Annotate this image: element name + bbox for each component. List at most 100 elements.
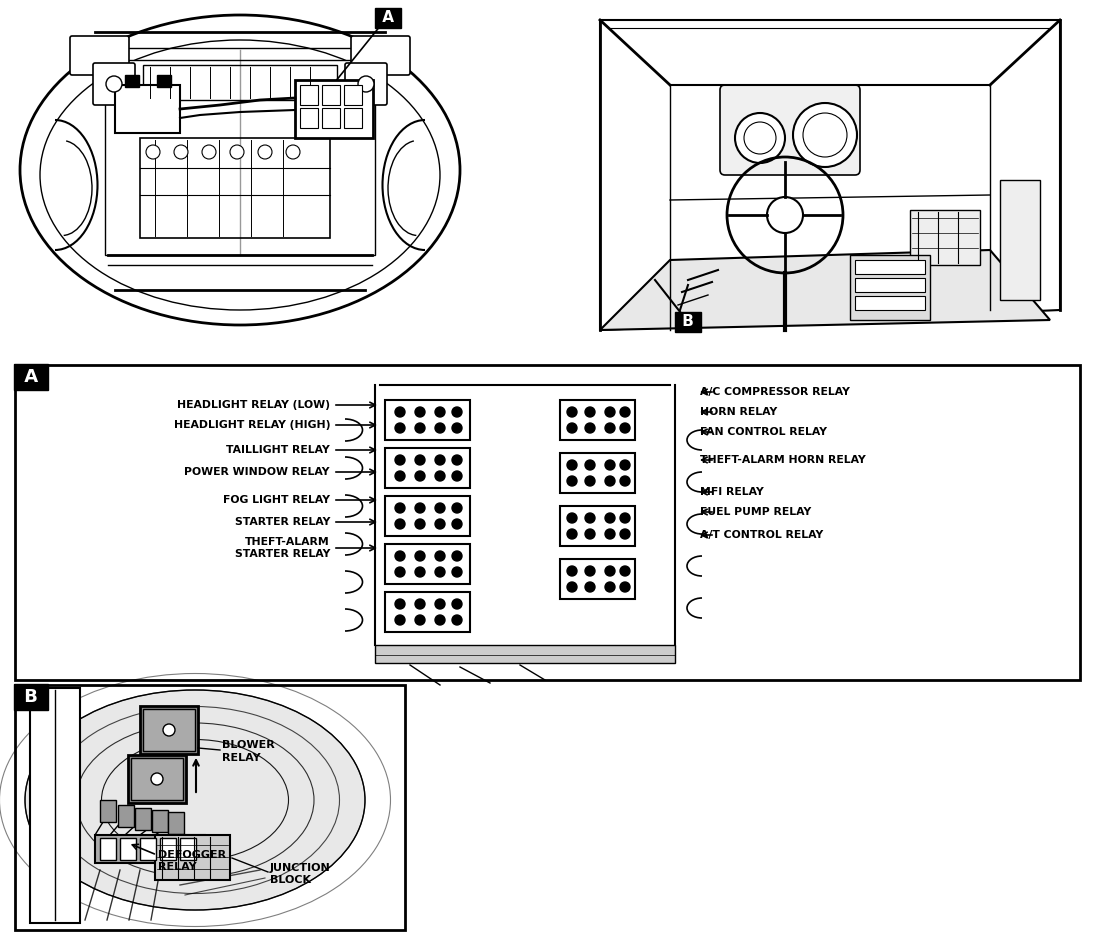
Circle shape: [415, 551, 425, 561]
Bar: [152, 810, 168, 832]
Text: STARTER RELAY: STARTER RELAY: [235, 517, 330, 527]
Circle shape: [452, 407, 463, 417]
Circle shape: [620, 407, 630, 417]
Circle shape: [605, 566, 615, 576]
Circle shape: [435, 519, 445, 529]
Circle shape: [585, 513, 595, 523]
FancyBboxPatch shape: [351, 36, 410, 75]
Bar: [560, 453, 635, 493]
Circle shape: [395, 407, 406, 417]
Polygon shape: [600, 20, 1060, 330]
Circle shape: [585, 423, 595, 433]
Circle shape: [567, 582, 576, 592]
Circle shape: [567, 460, 576, 470]
Bar: [140, 706, 198, 754]
Text: A: A: [377, 10, 399, 25]
Bar: [855, 260, 925, 274]
Text: FUEL PUMP RELAY: FUEL PUMP RELAY: [700, 507, 811, 517]
Circle shape: [452, 471, 463, 481]
Bar: [105, 60, 375, 255]
Text: JUNCTION: JUNCTION: [270, 863, 331, 873]
Bar: [100, 800, 116, 822]
Circle shape: [435, 567, 445, 577]
Circle shape: [605, 407, 615, 417]
Circle shape: [151, 773, 163, 785]
Bar: [140, 838, 156, 860]
Bar: [300, 85, 318, 105]
Circle shape: [567, 423, 576, 433]
Bar: [100, 838, 116, 860]
Text: FAN CONTROL RELAY: FAN CONTROL RELAY: [700, 427, 827, 437]
Bar: [322, 85, 340, 105]
Bar: [359, 375, 690, 655]
FancyBboxPatch shape: [93, 63, 135, 105]
Circle shape: [585, 582, 595, 592]
Bar: [344, 85, 362, 105]
Circle shape: [435, 551, 445, 561]
Bar: [560, 559, 635, 599]
Circle shape: [452, 423, 463, 433]
Bar: [385, 496, 470, 536]
Circle shape: [605, 582, 615, 592]
Bar: [118, 805, 134, 827]
Circle shape: [585, 407, 595, 417]
Circle shape: [567, 529, 576, 539]
Bar: [560, 506, 635, 546]
Circle shape: [620, 460, 630, 470]
Bar: [168, 812, 184, 834]
Bar: [300, 108, 318, 128]
Bar: [142, 65, 336, 100]
Bar: [910, 210, 980, 265]
FancyBboxPatch shape: [345, 63, 387, 105]
Text: TAILLIGHT RELAY: TAILLIGHT RELAY: [226, 445, 330, 455]
Circle shape: [585, 460, 595, 470]
Circle shape: [395, 567, 406, 577]
Bar: [142, 709, 195, 751]
Circle shape: [395, 471, 406, 481]
Circle shape: [435, 455, 445, 465]
Text: POWER WINDOW RELAY: POWER WINDOW RELAY: [184, 467, 330, 477]
Circle shape: [567, 566, 576, 576]
Circle shape: [435, 615, 445, 625]
Circle shape: [415, 599, 425, 609]
Circle shape: [415, 615, 425, 625]
Circle shape: [605, 529, 615, 539]
Bar: [155, 835, 230, 880]
Circle shape: [415, 567, 425, 577]
Bar: [385, 592, 470, 632]
Circle shape: [620, 476, 630, 486]
Circle shape: [415, 423, 425, 433]
Text: DEFOGGER: DEFOGGER: [158, 850, 226, 860]
Circle shape: [452, 455, 463, 465]
Ellipse shape: [20, 15, 460, 325]
Circle shape: [174, 145, 189, 159]
Circle shape: [106, 76, 122, 92]
Bar: [180, 838, 196, 860]
Bar: [855, 296, 925, 310]
Bar: [119, 838, 136, 860]
Text: B: B: [18, 688, 44, 706]
Circle shape: [395, 503, 406, 513]
Circle shape: [286, 145, 300, 159]
Ellipse shape: [25, 690, 365, 910]
Circle shape: [358, 76, 374, 92]
Circle shape: [395, 519, 406, 529]
Circle shape: [395, 615, 406, 625]
Text: B: B: [677, 314, 699, 329]
Circle shape: [435, 503, 445, 513]
Text: RELAY: RELAY: [158, 862, 196, 872]
Circle shape: [452, 599, 463, 609]
Text: A: A: [18, 368, 44, 386]
Circle shape: [415, 407, 425, 417]
FancyBboxPatch shape: [70, 36, 129, 75]
Circle shape: [435, 423, 445, 433]
Circle shape: [435, 599, 445, 609]
Circle shape: [567, 476, 576, 486]
Bar: [157, 75, 171, 87]
Circle shape: [452, 519, 463, 529]
Polygon shape: [600, 250, 1050, 330]
Bar: [30, 688, 80, 923]
Text: MFI RELAY: MFI RELAY: [700, 487, 764, 497]
Text: HEADLIGHT RELAY (LOW): HEADLIGHT RELAY (LOW): [176, 400, 330, 410]
Bar: [385, 400, 470, 440]
